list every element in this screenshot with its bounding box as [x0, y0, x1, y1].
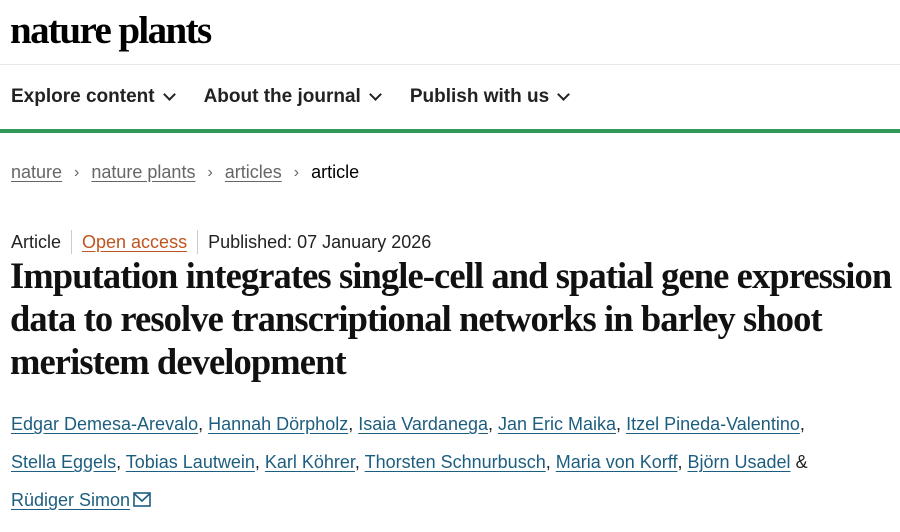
mail-icon[interactable] — [133, 482, 151, 520]
breadcrumb-nature[interactable]: nature — [11, 162, 63, 182]
author-link[interactable]: Isaia Vardanega — [358, 414, 488, 434]
chevron-right-icon: › — [74, 163, 80, 181]
journal-logo[interactable]: nature plants — [10, 9, 212, 52]
chevron-right-icon: › — [207, 163, 213, 181]
author-link[interactable]: Tobias Lautwein — [125, 452, 255, 472]
main-nav: Explore content About the journal Publis… — [11, 86, 598, 108]
breadcrumb-nature-plants[interactable]: nature plants — [91, 162, 196, 182]
chevron-down-icon — [368, 88, 382, 101]
divider — [0, 64, 900, 65]
author-link[interactable]: Jan Eric Maika — [498, 414, 617, 434]
author-link[interactable]: Hannah Dörpholz — [208, 414, 349, 434]
author-link[interactable]: Maria von Korff — [555, 452, 678, 472]
nav-explore-content[interactable]: Explore content — [11, 86, 176, 108]
article-type: Article — [11, 231, 62, 252]
nav-label: About the journal — [203, 86, 361, 107]
nav-label: Explore content — [11, 86, 155, 107]
article-title: Imputation integrates single-cell and sp… — [10, 255, 892, 382]
nav-about-journal[interactable]: About the journal — [203, 86, 382, 108]
divider — [197, 230, 199, 254]
chevron-down-icon — [162, 88, 176, 101]
author-link[interactable]: Stella Eggels — [11, 452, 117, 472]
author-list: Edgar Demesa-Arevalo, Hannah Dörpholz, I… — [11, 405, 896, 520]
nav-publish-with-us[interactable]: Publish with us — [409, 86, 571, 108]
open-access-link[interactable]: Open access — [82, 231, 188, 252]
ampersand: & — [795, 452, 808, 472]
author-link[interactable]: Thorsten Schnurbusch — [364, 452, 546, 472]
author-link[interactable]: Edgar Demesa-Arevalo — [11, 414, 199, 434]
author-link[interactable]: Rüdiger Simon — [11, 490, 131, 510]
author-link[interactable]: Björn Usadel — [687, 452, 791, 472]
divider — [71, 230, 73, 254]
accent-bar — [0, 129, 900, 133]
breadcrumb-current: article — [311, 162, 360, 182]
article-meta: Article Open access Published: 07 Januar… — [11, 230, 431, 254]
published-date: Published: 07 January 2026 — [208, 231, 432, 252]
breadcrumb-articles[interactable]: articles — [224, 162, 282, 182]
breadcrumb: nature › nature plants › articles › arti… — [11, 162, 359, 183]
author-link[interactable]: Karl Köhrer — [264, 452, 355, 472]
author-link[interactable]: Itzel Pineda-Valentino — [626, 414, 800, 434]
nav-label: Publish with us — [409, 86, 550, 107]
chevron-right-icon: › — [293, 163, 300, 181]
chevron-down-icon — [557, 88, 571, 101]
